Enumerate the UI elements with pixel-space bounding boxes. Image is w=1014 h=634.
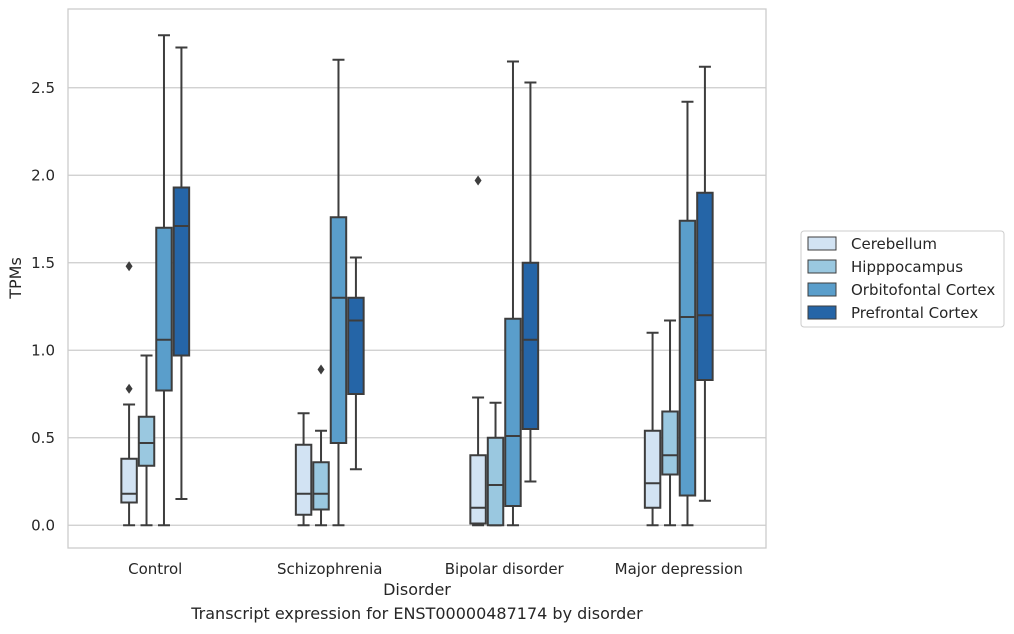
box <box>643 429 662 509</box>
figure-caption: Transcript expression for ENST0000048717… <box>191 604 643 623</box>
box <box>137 415 156 467</box>
x-tick-label: Bipolar disorder <box>445 560 565 578</box>
box <box>678 219 697 497</box>
box-group <box>661 319 679 527</box>
box <box>661 410 679 476</box>
box-group <box>643 331 662 527</box>
legend: Cerebellum Hipppocampus Orbitofontal Corte… <box>800 230 1005 328</box>
legend-label: Prefrontal Cortex <box>851 304 978 322</box>
box-group <box>120 261 138 527</box>
legend-swatch <box>807 259 837 274</box>
box <box>521 261 540 430</box>
box <box>696 191 714 381</box>
box-group <box>329 58 348 527</box>
box <box>469 454 487 525</box>
y-tick-label: 0.5 <box>31 429 55 447</box>
outlier-point <box>125 383 133 394</box>
plot-frame <box>67 8 767 549</box>
box-group <box>504 60 522 527</box>
box <box>294 443 313 516</box>
box-series <box>120 34 714 527</box>
legend-label: Hipppocampus <box>851 258 963 276</box>
legend-swatch <box>807 282 837 297</box>
outlier-point <box>125 261 133 272</box>
box-group <box>347 256 365 471</box>
box <box>347 296 365 395</box>
y-tick-label: 2.5 <box>31 79 55 97</box>
box <box>172 186 191 357</box>
y-tick-label: 1.0 <box>31 341 55 359</box>
y-axis-ticks: 0.0 0.5 1.0 1.5 2.0 2.5 <box>31 79 55 535</box>
box-group <box>294 412 313 527</box>
box-group <box>155 34 173 527</box>
box <box>312 461 330 511</box>
outlier-point <box>474 175 482 186</box>
legend-frame <box>800 230 1005 328</box>
box-group <box>469 175 487 527</box>
legend-swatch <box>807 305 837 320</box>
y-axis-label: TPMs <box>6 257 25 300</box>
box-group <box>678 100 697 527</box>
x-tick-label: Major depression <box>615 560 743 578</box>
legend-label: Orbitofontal Cortex <box>851 281 995 299</box>
box <box>155 226 173 392</box>
x-axis-ticks: Control Schizophrenia Bipolar disorder Majo… <box>128 560 743 578</box>
y-tick-label: 0.0 <box>31 516 55 534</box>
outlier-point <box>317 364 325 375</box>
y-tick-label: 2.0 <box>31 166 55 184</box>
box-group <box>172 46 191 500</box>
box <box>504 317 522 507</box>
box-group <box>521 81 540 483</box>
box-group <box>486 401 505 527</box>
y-tick-label: 1.5 <box>31 254 55 272</box>
box <box>329 216 348 444</box>
x-tick-label: Control <box>128 560 182 578</box>
x-axis-label: Disorder <box>383 580 451 599</box>
box-group <box>312 364 330 527</box>
box <box>486 436 505 527</box>
box <box>120 457 138 504</box>
x-tick-label: Schizophrenia <box>277 560 382 578</box>
box-group <box>696 65 714 502</box>
legend-label: Cerebellum <box>851 235 937 253</box>
legend-swatch <box>807 236 837 251</box>
box-group <box>137 354 156 527</box>
